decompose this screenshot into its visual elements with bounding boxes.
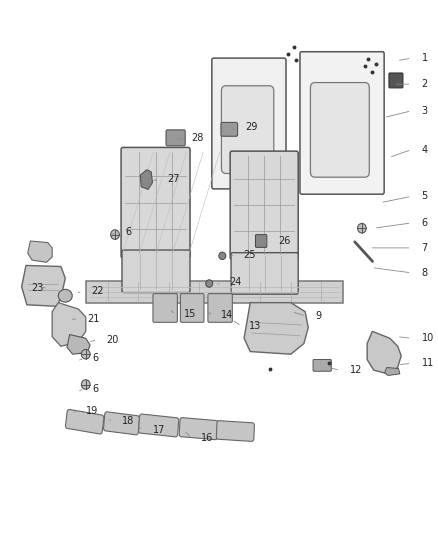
FancyBboxPatch shape: [216, 421, 254, 441]
FancyBboxPatch shape: [179, 418, 218, 440]
Text: 28: 28: [191, 133, 204, 143]
Polygon shape: [28, 241, 52, 262]
Ellipse shape: [81, 379, 90, 389]
FancyBboxPatch shape: [122, 250, 190, 293]
FancyBboxPatch shape: [166, 130, 185, 146]
Text: 7: 7: [422, 243, 428, 253]
Ellipse shape: [357, 223, 366, 233]
Text: 6: 6: [92, 353, 99, 363]
Ellipse shape: [111, 230, 119, 239]
FancyBboxPatch shape: [230, 151, 298, 259]
FancyBboxPatch shape: [300, 52, 384, 194]
Text: 13: 13: [249, 321, 261, 331]
FancyBboxPatch shape: [313, 360, 332, 371]
Text: 29: 29: [245, 122, 258, 132]
Polygon shape: [52, 303, 86, 346]
Polygon shape: [367, 332, 401, 374]
Text: 11: 11: [422, 358, 434, 368]
Text: 25: 25: [244, 250, 256, 260]
FancyBboxPatch shape: [221, 123, 237, 136]
Polygon shape: [140, 169, 152, 189]
FancyBboxPatch shape: [212, 58, 286, 189]
FancyBboxPatch shape: [138, 414, 179, 437]
Text: 9: 9: [316, 311, 322, 321]
FancyBboxPatch shape: [311, 83, 369, 177]
FancyBboxPatch shape: [231, 253, 298, 294]
Ellipse shape: [58, 289, 72, 302]
Ellipse shape: [81, 350, 90, 359]
FancyBboxPatch shape: [389, 73, 403, 88]
Text: 19: 19: [86, 406, 98, 416]
FancyBboxPatch shape: [86, 281, 343, 303]
FancyBboxPatch shape: [222, 86, 274, 173]
FancyBboxPatch shape: [153, 294, 177, 322]
Text: 20: 20: [106, 335, 119, 345]
Polygon shape: [244, 303, 308, 354]
Text: 27: 27: [167, 174, 180, 184]
Text: 5: 5: [422, 191, 428, 201]
Text: 10: 10: [422, 333, 434, 343]
Text: 6: 6: [92, 384, 99, 394]
Text: 15: 15: [184, 309, 196, 319]
Ellipse shape: [206, 280, 213, 287]
Text: 22: 22: [91, 286, 103, 296]
FancyBboxPatch shape: [103, 412, 139, 435]
Text: 4: 4: [422, 144, 428, 155]
Polygon shape: [385, 368, 400, 375]
Text: 8: 8: [422, 268, 428, 278]
Ellipse shape: [219, 252, 226, 260]
Text: 12: 12: [350, 365, 362, 375]
Text: 17: 17: [152, 425, 165, 435]
Polygon shape: [67, 335, 90, 354]
Text: 16: 16: [201, 433, 213, 443]
Text: 24: 24: [230, 278, 242, 287]
FancyBboxPatch shape: [66, 409, 104, 434]
Text: 21: 21: [87, 313, 99, 324]
Text: 18: 18: [121, 416, 134, 426]
Text: 6: 6: [125, 227, 131, 237]
FancyBboxPatch shape: [208, 294, 232, 322]
Text: 26: 26: [279, 236, 291, 246]
FancyBboxPatch shape: [255, 235, 267, 247]
Text: 6: 6: [422, 218, 428, 228]
Text: 1: 1: [422, 53, 428, 63]
Text: 3: 3: [422, 106, 428, 116]
Polygon shape: [21, 265, 65, 306]
FancyBboxPatch shape: [121, 148, 190, 258]
Text: 23: 23: [31, 283, 44, 293]
Text: 2: 2: [422, 79, 428, 89]
Text: 14: 14: [222, 310, 234, 320]
FancyBboxPatch shape: [180, 294, 204, 322]
